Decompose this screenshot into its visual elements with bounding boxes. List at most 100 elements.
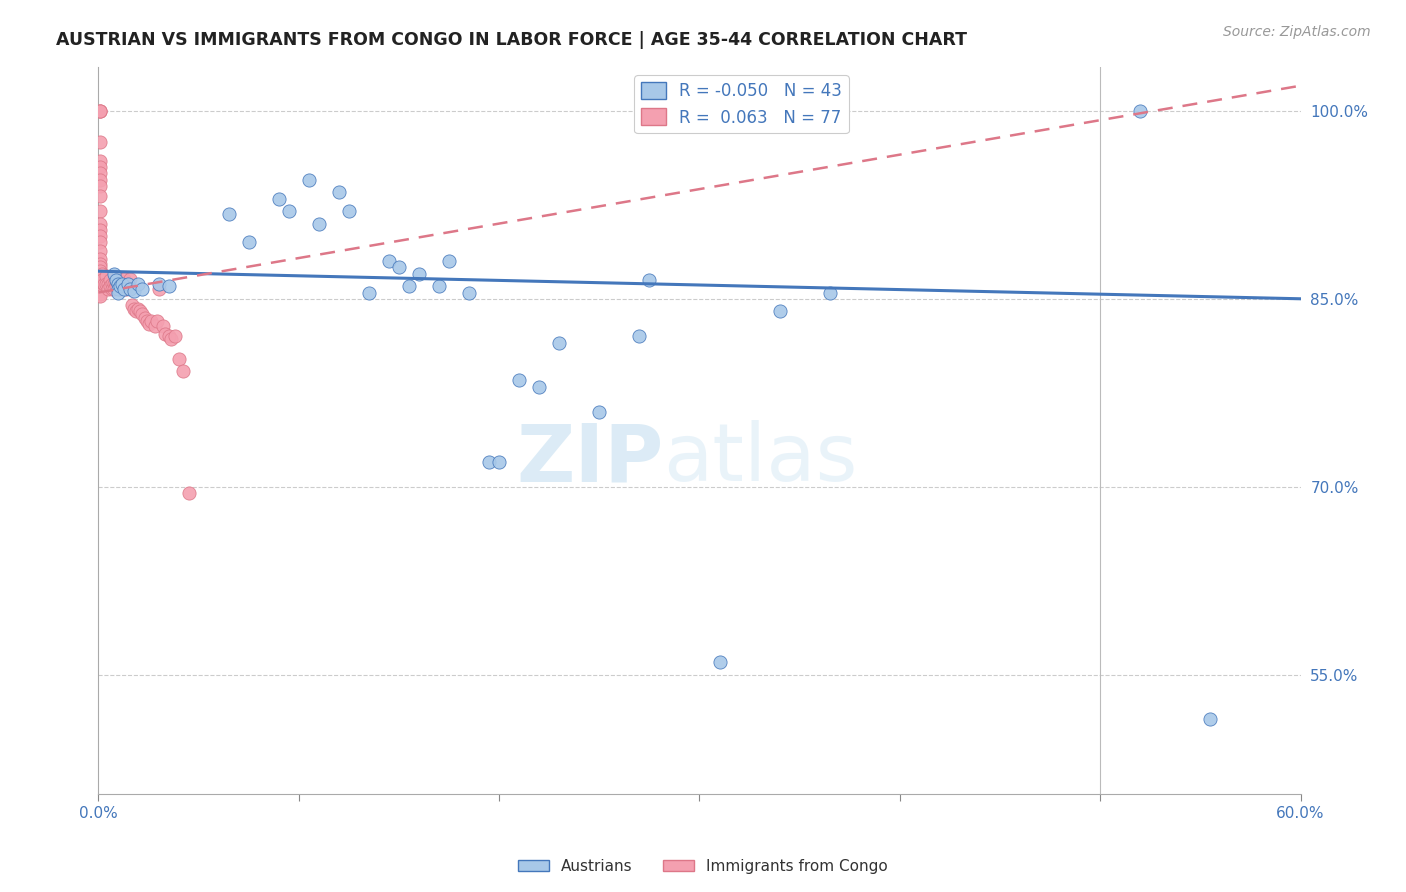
Point [96, 269, 118, 284]
Point [107, 285, 129, 300]
Point [117, 277, 139, 291]
Point [152, 319, 174, 334]
Point [267, 192, 290, 206]
Point [328, 186, 350, 200]
Point [139, 314, 162, 328]
Point [111, 277, 134, 291]
Point [157, 329, 180, 343]
Point [89, 189, 111, 203]
Point [308, 217, 330, 231]
Point [91, 267, 114, 281]
Point [117, 277, 139, 291]
Point [89, 204, 111, 219]
Point [163, 329, 186, 343]
Point [89, 269, 111, 284]
Point [172, 364, 194, 378]
Point [107, 271, 129, 285]
Point [1199, 712, 1222, 726]
Point [114, 282, 136, 296]
Point [107, 277, 129, 291]
Point [89, 229, 111, 244]
Point [148, 282, 170, 296]
Point [298, 172, 321, 186]
Point [129, 304, 152, 318]
Point [111, 279, 134, 293]
Point [110, 279, 132, 293]
Point [388, 260, 411, 275]
Point [167, 351, 190, 366]
Point [121, 298, 143, 312]
Point [89, 286, 111, 301]
Point [120, 282, 142, 296]
Point [105, 279, 128, 293]
Legend: R = -0.050   N = 43, R =  0.063   N = 77: R = -0.050 N = 43, R = 0.063 N = 77 [634, 75, 849, 133]
Point [478, 455, 501, 469]
Point [138, 317, 160, 331]
Point [89, 103, 111, 118]
Point [89, 279, 111, 293]
Point [89, 282, 111, 296]
Point [548, 335, 571, 350]
Point [159, 332, 181, 346]
Point [529, 379, 551, 393]
Point [588, 404, 610, 418]
Text: ZIP: ZIP [516, 420, 664, 499]
Point [357, 285, 380, 300]
Point [89, 285, 111, 300]
Point [398, 279, 420, 293]
Point [107, 277, 129, 291]
Point [115, 282, 138, 296]
Point [143, 319, 166, 334]
Point [508, 373, 530, 387]
Point [89, 153, 111, 168]
Point [131, 282, 153, 296]
Point [458, 285, 481, 300]
Point [153, 326, 176, 341]
Point [103, 277, 125, 291]
Point [110, 282, 132, 296]
Legend: Austrians, Immigrants from Congo: Austrians, Immigrants from Congo [512, 853, 894, 880]
Point [110, 277, 132, 291]
Point [638, 273, 661, 287]
Point [769, 304, 792, 318]
Point [89, 160, 111, 174]
Point [89, 172, 111, 186]
Point [125, 304, 148, 318]
Point [89, 166, 111, 180]
Point [89, 264, 111, 278]
Point [89, 252, 111, 266]
Point [148, 277, 170, 291]
Point [89, 282, 111, 296]
Point [218, 206, 240, 220]
Point [1129, 103, 1152, 118]
Point [709, 655, 731, 669]
Point [100, 273, 122, 287]
Point [437, 254, 460, 268]
Point [157, 279, 180, 293]
Point [105, 273, 128, 287]
Point [89, 103, 111, 118]
Point [408, 267, 430, 281]
Point [134, 310, 156, 325]
Point [89, 135, 111, 149]
Point [628, 329, 651, 343]
Point [100, 279, 122, 293]
Text: Source: ZipAtlas.com: Source: ZipAtlas.com [1223, 25, 1371, 39]
Point [124, 301, 146, 316]
Point [89, 273, 111, 287]
Point [89, 223, 111, 237]
Point [107, 282, 129, 296]
Point [105, 277, 128, 291]
Point [128, 277, 150, 291]
Point [124, 285, 146, 299]
Point [427, 279, 450, 293]
Point [89, 244, 111, 259]
Point [378, 254, 401, 268]
Text: atlas: atlas [664, 420, 858, 499]
Point [114, 279, 136, 293]
Point [120, 271, 142, 285]
Point [238, 235, 260, 250]
Point [89, 277, 111, 291]
Point [97, 277, 120, 291]
Point [89, 235, 111, 250]
